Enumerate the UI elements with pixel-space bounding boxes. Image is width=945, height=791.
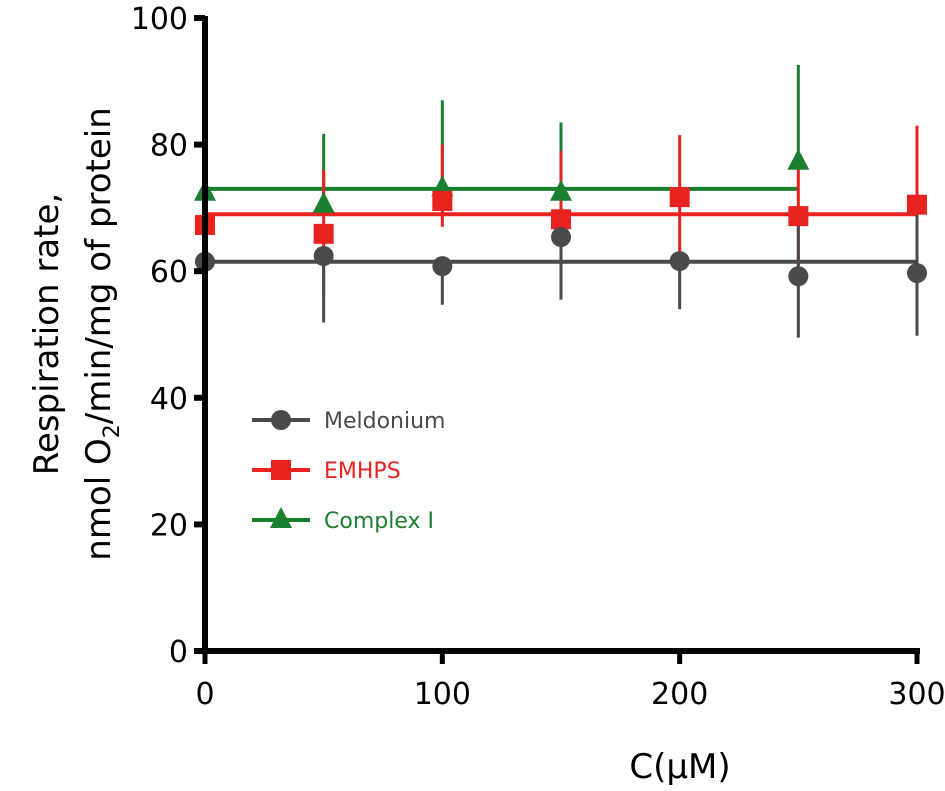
y-axis-label: Respiration rate, nmol O2/min/mg of prot…: [27, 107, 125, 560]
y-tick-label: 40: [150, 382, 188, 417]
y-axis-label-line1: Respiration rate,: [27, 193, 67, 475]
y-label-post: /min/mg of protein: [79, 107, 119, 424]
y-tick-label: 20: [150, 508, 188, 543]
y-axis-label-line2: nmol O2/min/mg of protein: [79, 107, 125, 560]
data-point-complex-i: [787, 148, 810, 170]
data-point-emhps: [669, 187, 690, 208]
data-point-meldonium: [313, 246, 334, 267]
ticks: 0 20 40 60 80 100 0 100 200 300: [131, 2, 945, 712]
data-point-meldonium: [907, 263, 927, 284]
legend-label: Complex I: [324, 509, 434, 534]
data-point-meldonium: [669, 251, 690, 272]
data-point-meldonium: [551, 227, 571, 248]
legend-label: Meldonium: [324, 409, 445, 434]
y-tick-label: 80: [150, 129, 188, 164]
data-point-meldonium: [788, 266, 809, 287]
data-point-emhps: [551, 209, 571, 230]
legend: Meldonium EMHPS Complex I: [252, 409, 445, 534]
legend-label: EMHPS: [324, 459, 401, 484]
y-tick-label: 100: [131, 2, 188, 37]
y-label-pre: nmol O: [79, 438, 119, 561]
x-tick-label: 200: [651, 677, 708, 712]
data-point-emhps: [907, 194, 927, 215]
y-label-sub: 2: [100, 424, 125, 438]
legend-marker-square-icon: [271, 460, 291, 480]
x-tick-label: 0: [195, 677, 214, 712]
x-tick-label: 300: [888, 677, 945, 712]
axes: [194, 16, 920, 654]
legend-marker-triangle-icon: [270, 507, 292, 528]
data-point-emhps: [313, 223, 334, 244]
x-tick-label: 100: [414, 677, 471, 712]
data-point-meldonium: [432, 256, 453, 277]
y-tick-label: 0: [169, 635, 188, 670]
legend-marker-circle-icon: [271, 410, 291, 430]
data-point-complex-i: [312, 191, 335, 213]
error-bars: [203, 64, 919, 338]
data-point-emhps: [432, 190, 453, 211]
data-point-emhps: [788, 206, 809, 227]
data-point-complex-i: [550, 179, 572, 201]
x-axis-label: C(μM): [629, 747, 730, 787]
y-tick-label: 60: [150, 255, 188, 290]
